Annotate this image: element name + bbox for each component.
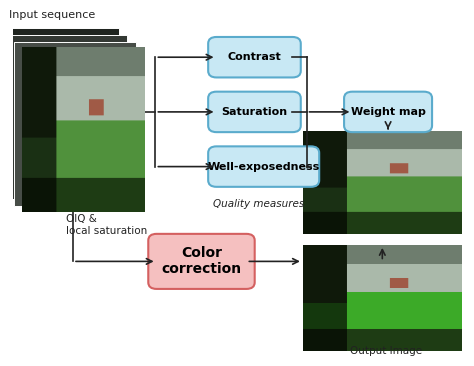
Text: Color
correction: Color correction bbox=[162, 246, 242, 276]
FancyBboxPatch shape bbox=[344, 92, 432, 132]
FancyBboxPatch shape bbox=[148, 234, 255, 289]
FancyBboxPatch shape bbox=[208, 37, 301, 78]
Text: Weight map: Weight map bbox=[351, 107, 426, 117]
Text: Quality measures: Quality measures bbox=[213, 199, 304, 209]
FancyBboxPatch shape bbox=[208, 146, 319, 187]
Bar bbox=[5, 35, 127, 199]
Text: Output Image: Output Image bbox=[350, 346, 422, 356]
Bar bbox=[14, 41, 136, 206]
Text: OIQ &
local saturation: OIQ & local saturation bbox=[65, 214, 147, 236]
Bar bbox=[0, 28, 118, 192]
Text: Input sequence: Input sequence bbox=[9, 10, 95, 20]
Text: Saturation: Saturation bbox=[221, 107, 288, 117]
FancyBboxPatch shape bbox=[208, 92, 301, 132]
Text: Well-exposedness: Well-exposedness bbox=[208, 162, 320, 172]
Text: Contrast: Contrast bbox=[228, 52, 282, 62]
